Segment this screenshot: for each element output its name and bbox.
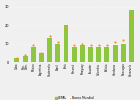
Point bbox=[114, 41, 116, 42]
Point bbox=[57, 41, 59, 42]
Bar bbox=[113, 45, 118, 62]
Point bbox=[81, 43, 83, 44]
Point bbox=[65, 28, 67, 30]
Point bbox=[106, 45, 108, 46]
Bar bbox=[88, 47, 93, 62]
Point bbox=[16, 57, 18, 59]
Bar bbox=[80, 45, 85, 62]
Bar bbox=[104, 47, 109, 62]
Bar bbox=[96, 47, 101, 62]
Bar bbox=[14, 58, 19, 62]
Point bbox=[98, 45, 100, 46]
Point bbox=[130, 15, 133, 17]
Bar bbox=[64, 25, 68, 62]
Bar bbox=[23, 56, 28, 62]
Bar bbox=[55, 44, 60, 62]
Legend: CEPAL, Banco Mundial: CEPAL, Banco Mundial bbox=[55, 96, 94, 100]
Point bbox=[73, 45, 75, 46]
Bar bbox=[72, 47, 77, 62]
Bar bbox=[31, 47, 36, 62]
Point bbox=[89, 45, 92, 46]
Point bbox=[40, 52, 43, 54]
Bar bbox=[47, 38, 52, 62]
Point bbox=[49, 35, 51, 37]
Point bbox=[24, 54, 26, 55]
Point bbox=[32, 45, 34, 46]
Bar bbox=[121, 44, 126, 62]
Bar bbox=[129, 10, 134, 62]
Bar bbox=[39, 53, 44, 62]
Point bbox=[122, 39, 124, 41]
